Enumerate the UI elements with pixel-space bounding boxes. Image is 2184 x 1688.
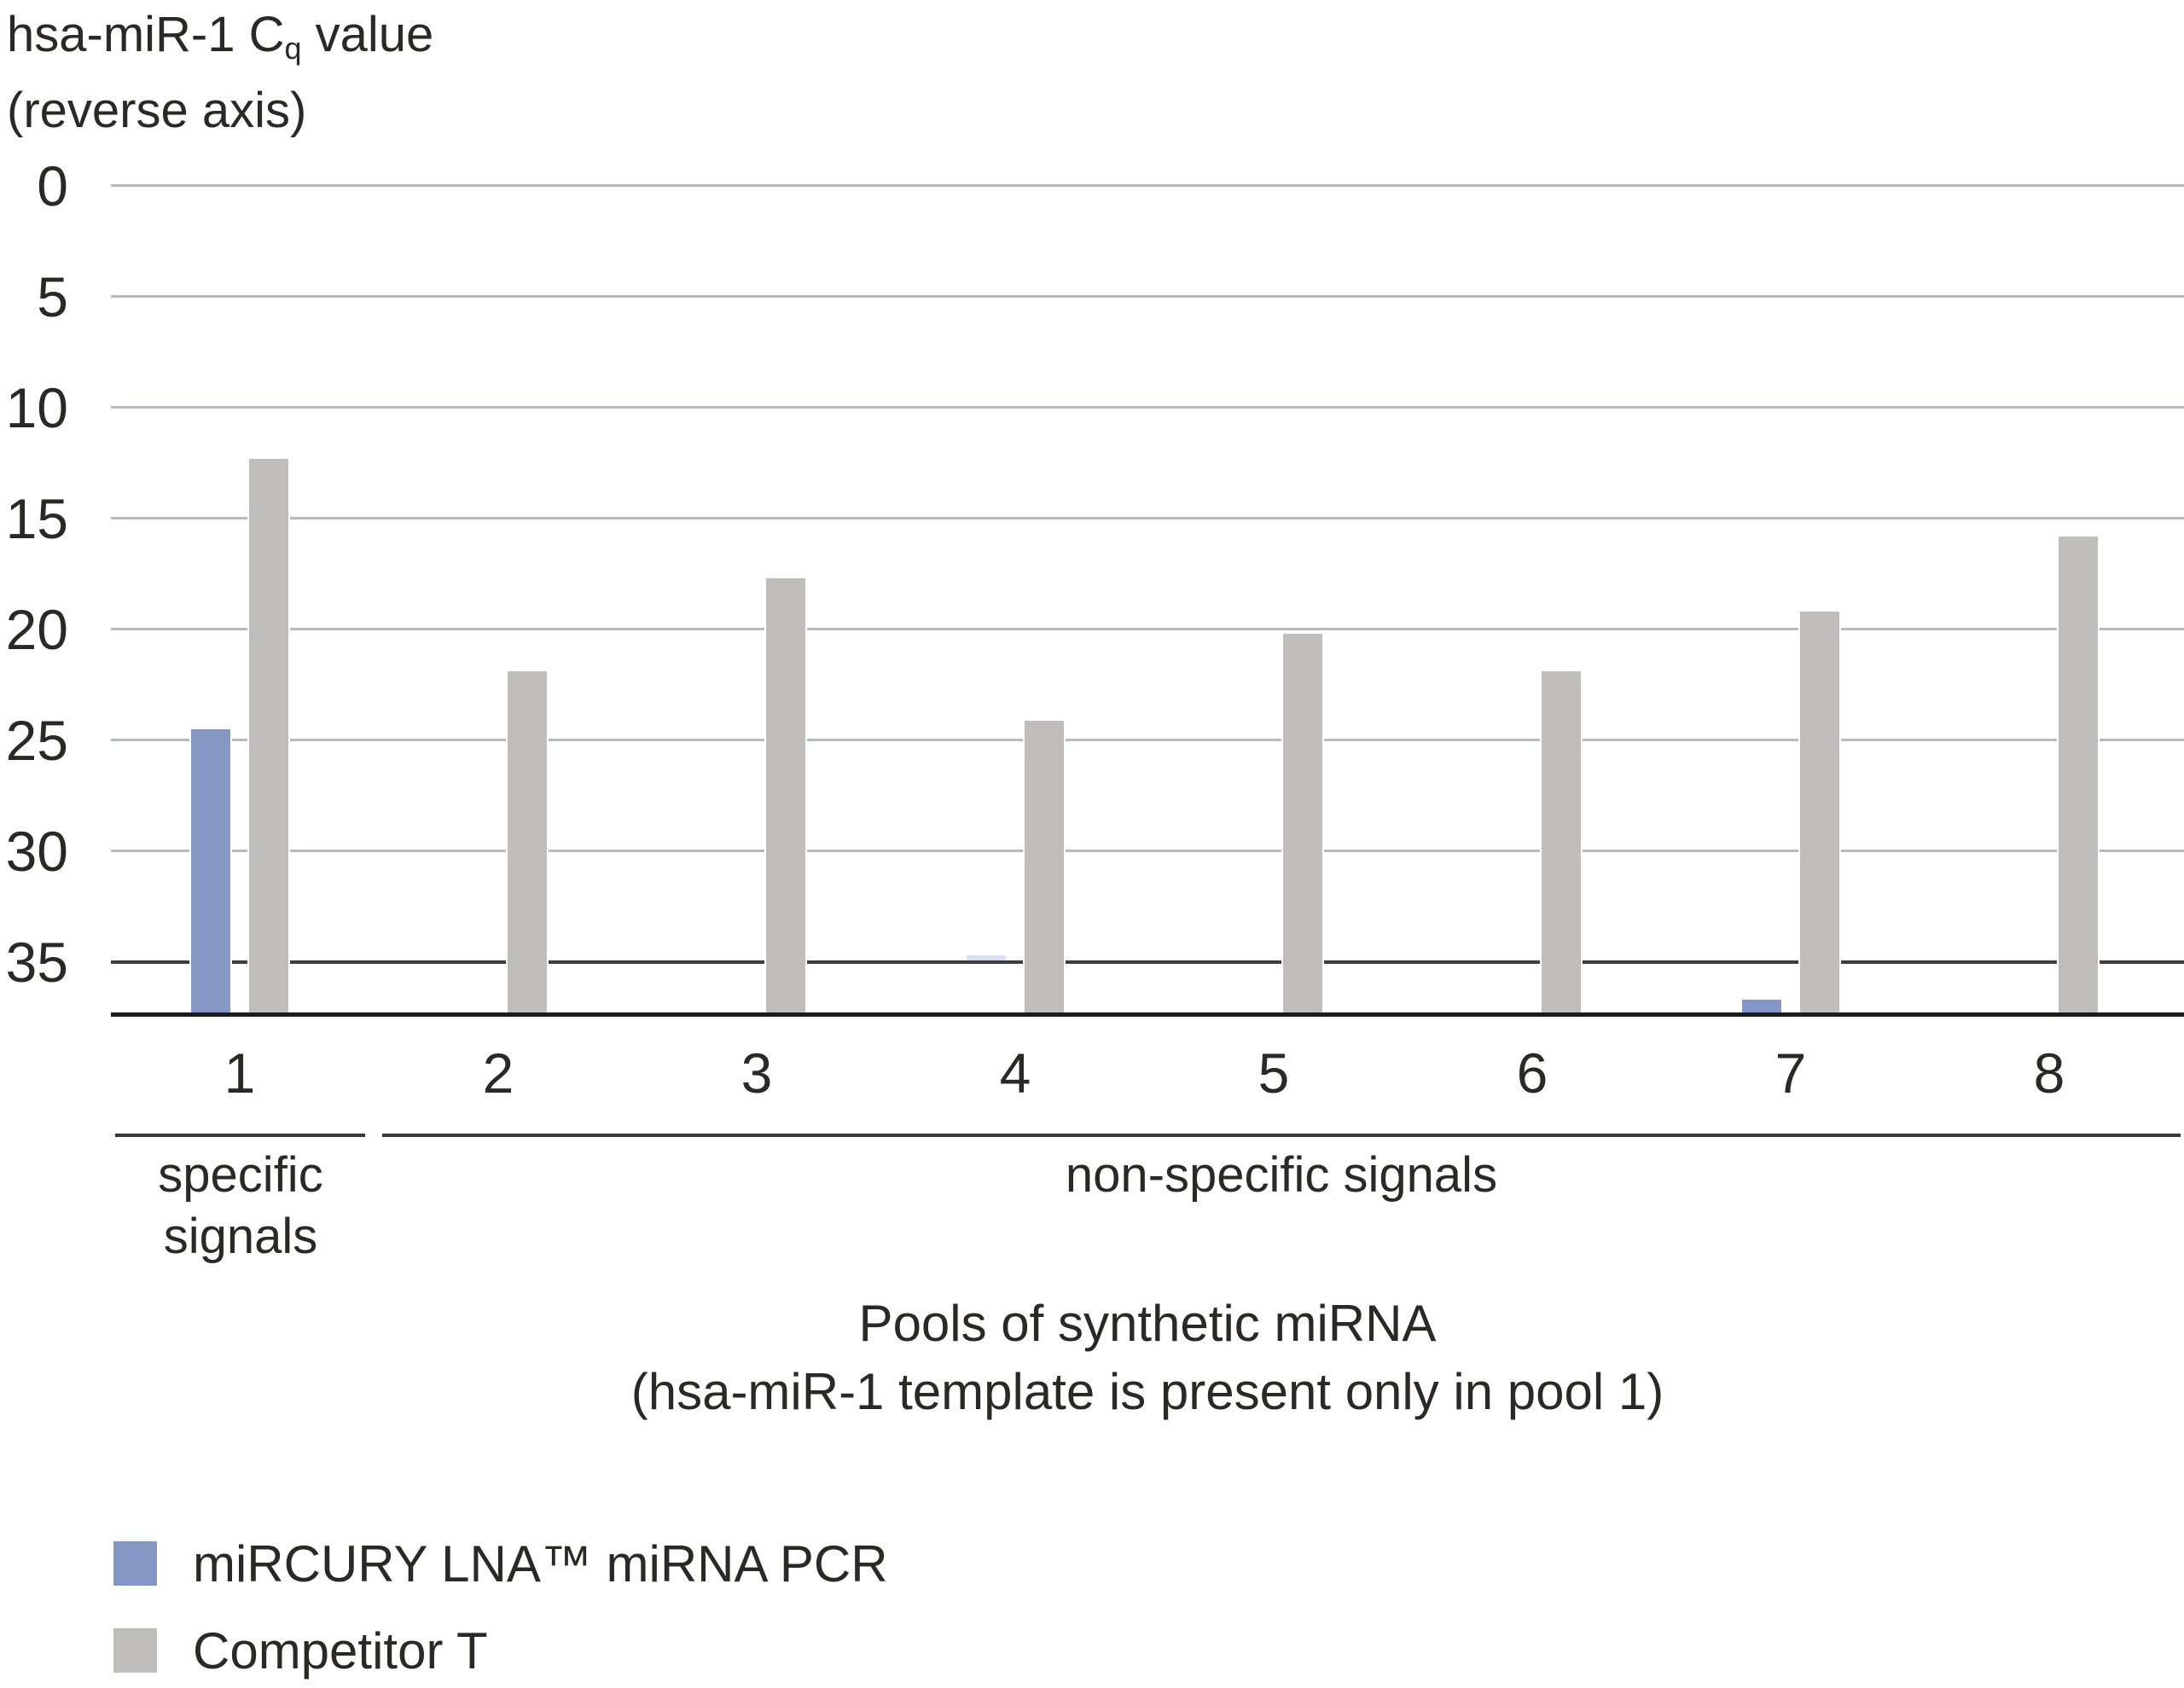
bar-competitor-pool-2	[506, 671, 549, 1014]
gridline-35	[111, 960, 2184, 964]
gridline-15	[111, 517, 2184, 519]
pool-label-8: 8	[2033, 1041, 2065, 1105]
y-axis-title-line2: (reverse axis)	[7, 82, 307, 138]
legend-swatch-mircury	[113, 1541, 157, 1586]
gridline-30	[111, 850, 2184, 852]
x-axis-title-line1: Pools of synthetic miRNA	[858, 1295, 1437, 1352]
y-tick-label-20: 20	[5, 598, 68, 661]
bar-competitor-pool-8	[2057, 536, 2100, 1014]
bar-competitor-pool-5	[1281, 634, 1324, 1014]
y-tick-label-30: 30	[5, 820, 68, 883]
group-label-specific-signals: specific signals	[115, 1145, 366, 1267]
bar-competitor-pool-1	[247, 458, 290, 1014]
bar-mircury-pool-7	[1740, 1000, 1783, 1014]
gridline-10	[111, 406, 2184, 409]
x-axis-title-line2: (hsa-miR-1 template is present only in p…	[630, 1363, 1664, 1420]
bar-mircury-pool-4	[965, 955, 1008, 960]
legend-swatch-competitor	[113, 1628, 157, 1673]
bracket-non-specific-signals	[382, 1134, 2181, 1137]
x-axis-baseline	[111, 1012, 2184, 1017]
gridline-25	[111, 739, 2184, 741]
y-axis-title-line1: hsa-miR-1 Cq value	[7, 7, 434, 66]
group-label-non-specific-line1: non-specific signals	[1065, 1147, 1498, 1203]
y-tick-label-15: 15	[5, 487, 68, 550]
y-tick-label-25: 25	[5, 709, 68, 772]
pool-label-4: 4	[999, 1041, 1031, 1105]
y-axis-title: hsa-miR-1 Cq value (reverse axis)	[7, 3, 433, 142]
gridline-5	[111, 295, 2184, 298]
bar-competitor-pool-4	[1023, 720, 1066, 1014]
group-label-specific-line2: signals	[163, 1209, 318, 1264]
pool-label-1: 1	[224, 1041, 256, 1105]
gridline-20	[111, 628, 2184, 630]
pool-label-5: 5	[1258, 1041, 1290, 1105]
pool-label-3: 3	[741, 1041, 773, 1105]
legend-label-competitor: Competitor T	[193, 1621, 488, 1679]
pool-label-2: 2	[482, 1041, 514, 1105]
y-tick-label-5: 5	[37, 265, 68, 328]
pool-label-7: 7	[1774, 1041, 1807, 1105]
group-label-specific-line1: specific	[158, 1147, 323, 1203]
subscript-q: q	[284, 30, 302, 66]
bar-competitor-pool-6	[1540, 671, 1583, 1014]
legend-label-mircury: miRCURY LNA™ miRNA PCR	[193, 1534, 888, 1592]
y-tick-label-35: 35	[5, 931, 68, 994]
group-label-non-specific-signals: non-specific signals	[382, 1145, 2181, 1206]
gridline-0	[111, 184, 2184, 187]
pool-label-6: 6	[1516, 1041, 1548, 1105]
y-tick-label-0: 0	[37, 154, 68, 218]
x-axis-title: Pools of synthetic miRNA (hsa-miR-1 temp…	[111, 1290, 2184, 1426]
bar-competitor-pool-3	[764, 578, 807, 1014]
bar-mircury-pool-1	[189, 729, 232, 1014]
bar-competitor-pool-7	[1798, 612, 1841, 1014]
bracket-specific-signals	[115, 1134, 365, 1137]
y-tick-label-10: 10	[5, 376, 68, 439]
